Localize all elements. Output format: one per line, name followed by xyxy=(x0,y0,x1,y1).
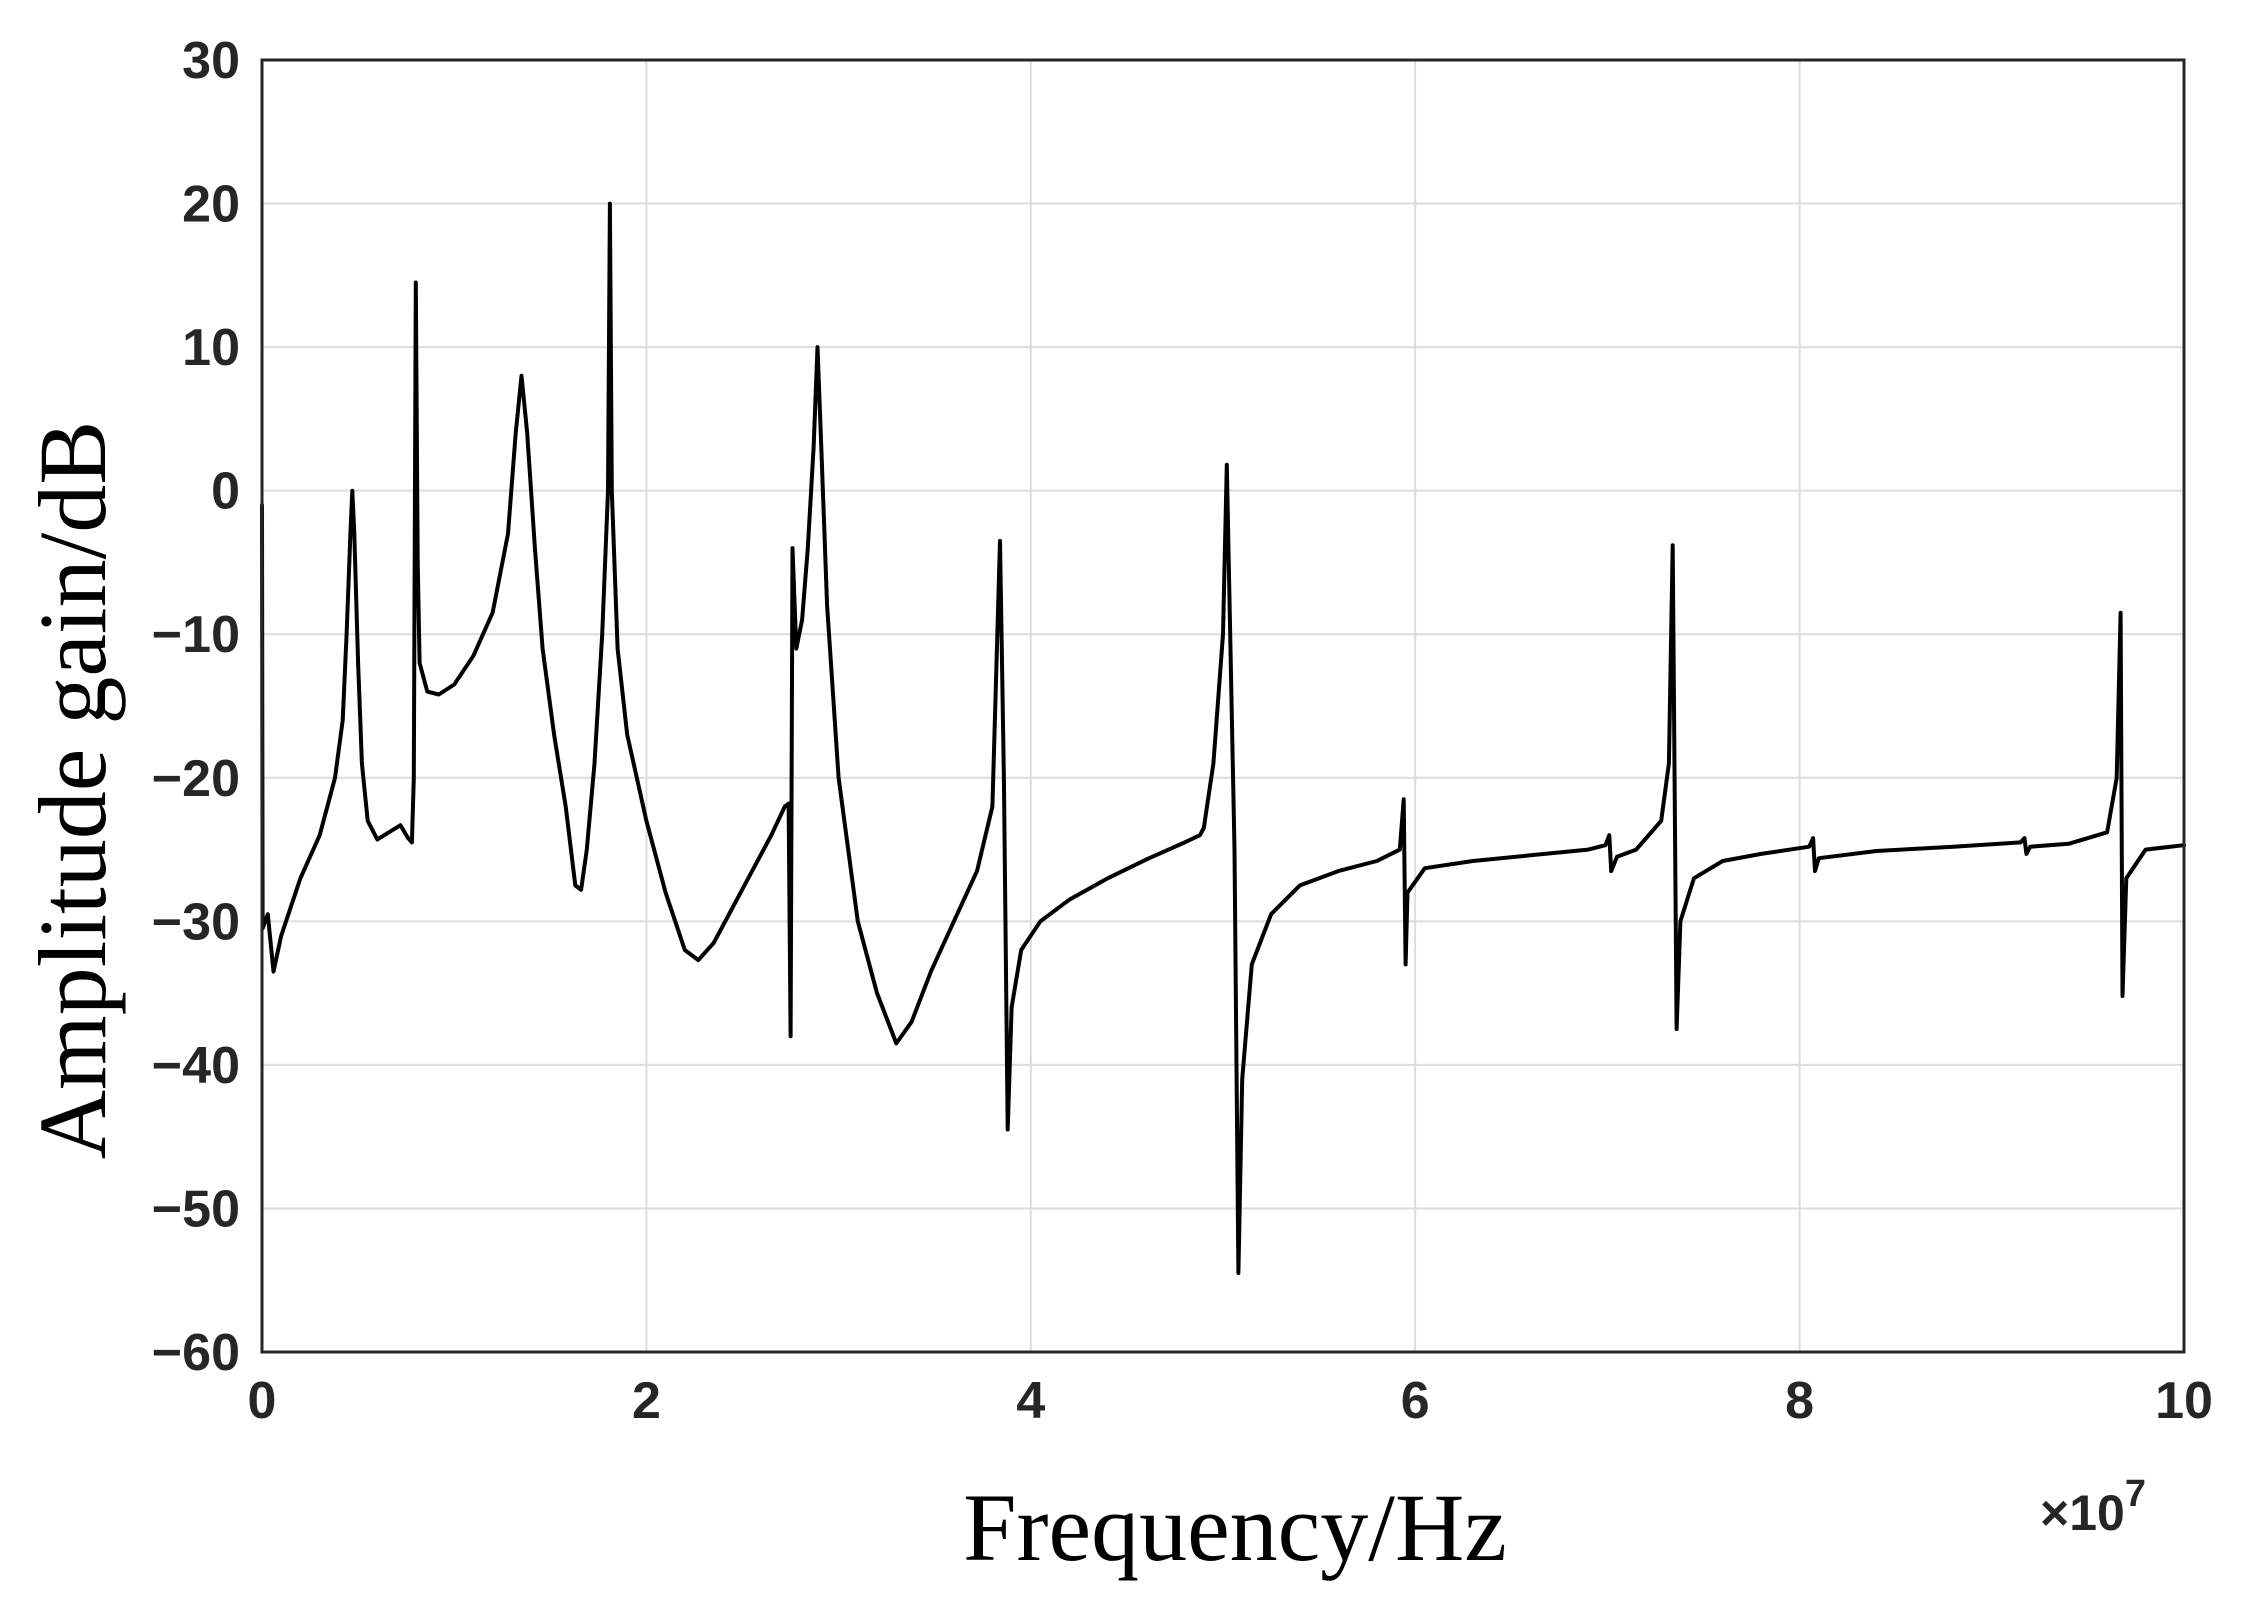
x-tick-label: 8 xyxy=(1785,1372,1814,1430)
series-line-0 xyxy=(260,201,2186,1275)
y-tick-label: 0 xyxy=(211,463,240,521)
x-tick-label: 2 xyxy=(632,1372,661,1430)
y-tick-label: 10 xyxy=(182,319,240,377)
y-axis-ticks: 30 20 10 0 −10 −20 −30 −40 −50 −60 xyxy=(152,32,240,1382)
series-group xyxy=(260,201,2186,1275)
y-tick-label: −10 xyxy=(152,606,240,664)
x-exponent-label: ×107 xyxy=(2040,1473,2146,1541)
x-tick-label: 6 xyxy=(1401,1372,1430,1430)
plot-frame xyxy=(260,58,2186,1354)
y-tick-label: −20 xyxy=(152,750,240,808)
y-tick-label: −50 xyxy=(152,1180,240,1238)
x-tick-label: 0 xyxy=(248,1372,277,1430)
x-tick-label: 10 xyxy=(2155,1372,2213,1430)
y-tick-label: 30 xyxy=(182,32,240,90)
y-tick-label: −30 xyxy=(152,893,240,951)
x-axis-title: Frequency/Hz xyxy=(963,1474,1507,1581)
y-tick-label: −60 xyxy=(152,1324,240,1382)
y-axis-title: Amplitude gain/dB xyxy=(19,421,126,1160)
y-tick-label: 20 xyxy=(182,176,240,234)
x-exponent-base: ×10 xyxy=(2040,1485,2125,1541)
y-tick-label: −40 xyxy=(152,1037,240,1095)
x-tick-label: 4 xyxy=(1016,1372,1045,1430)
x-exponent-power: 7 xyxy=(2125,1473,2146,1515)
x-axis-ticks: 0 2 4 6 8 10 xyxy=(248,1372,2213,1430)
